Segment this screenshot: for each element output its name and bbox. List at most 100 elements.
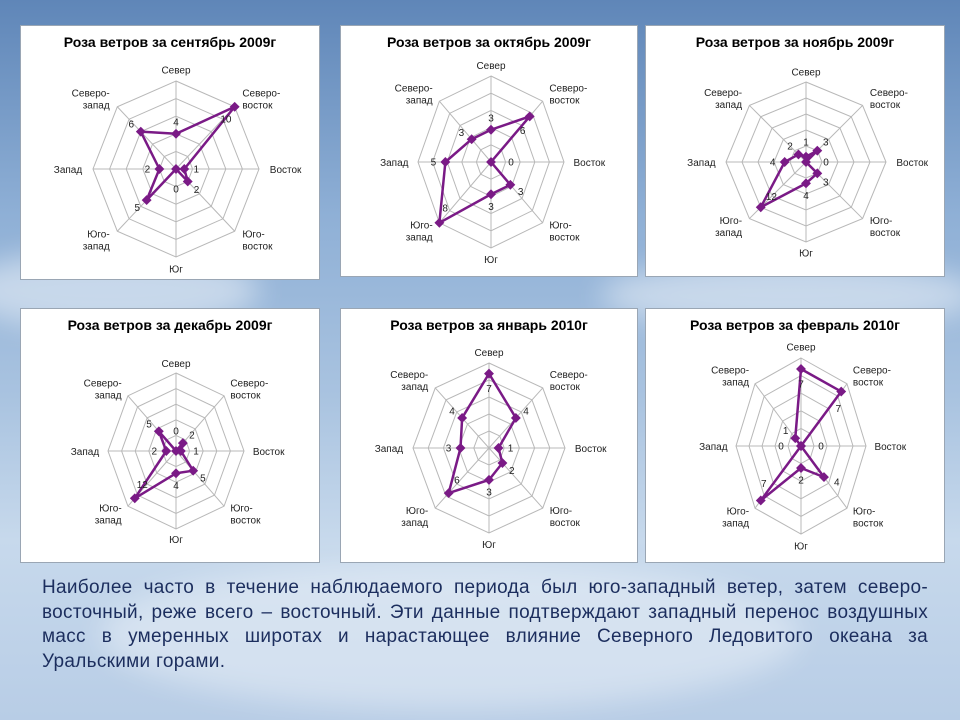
data-label: 7 — [798, 380, 804, 391]
wind-rose-chart: Роза ветров за октябрь 2009г Север Северо-… — [340, 25, 638, 277]
data-label: 0 — [508, 158, 514, 169]
chart-title: Роза ветров за декабрь 2009г — [67, 317, 273, 333]
data-point — [486, 124, 496, 135]
wind-rose-chart: Роза ветров за декабрь 2009г Север Северо-… — [20, 308, 320, 563]
data-label: 5 — [200, 473, 206, 484]
data-point — [801, 178, 811, 189]
category-label: Юго-запад — [401, 506, 428, 529]
category-label: Восток — [253, 447, 285, 458]
data-point — [796, 441, 806, 451]
data-label: 7 — [835, 404, 841, 415]
data-label: 6 — [520, 126, 526, 137]
data-point — [182, 176, 193, 187]
category-label: Северо-восток — [549, 83, 587, 106]
category-label: Северо-восток — [550, 370, 588, 393]
category-label: Юго-запад — [722, 506, 749, 529]
data-point — [171, 468, 181, 479]
data-label: 6 — [454, 476, 460, 487]
grid-spoke — [116, 106, 177, 170]
data-point — [790, 433, 801, 444]
data-label: 12 — [137, 480, 149, 491]
data-label: 8 — [442, 203, 448, 214]
data-label: 4 — [173, 117, 179, 128]
wind-rose-chart: Роза ветров за февраль 2010г Север Северо-… — [645, 308, 945, 563]
category-label: Запад — [54, 165, 83, 176]
data-point — [486, 157, 496, 167]
category-label: Северо-запад — [711, 366, 749, 389]
category-label: Запад — [699, 442, 728, 453]
data-point — [801, 151, 811, 162]
data-label: 0 — [818, 442, 824, 453]
category-label: Северо-запад — [390, 370, 428, 393]
category-label: Восток — [896, 158, 928, 169]
grid-spoke — [439, 100, 492, 163]
data-point — [796, 463, 806, 473]
category-label: Восток — [270, 165, 302, 176]
category-label: Запад — [687, 158, 716, 169]
category-label: Юго-запад — [715, 216, 742, 239]
data-label: 0 — [173, 185, 179, 196]
data-label: 3 — [446, 444, 452, 455]
data-label: 0 — [823, 158, 829, 169]
data-label: 4 — [449, 407, 455, 418]
category-label: Северо-запад — [84, 379, 122, 402]
data-point — [779, 157, 790, 167]
data-point — [177, 438, 188, 449]
radar-plot: Север Северо-восток Восток Юго-восток Юг Юго-… — [380, 61, 606, 266]
category-label: Северо-восток — [230, 379, 268, 402]
cloud — [100, 560, 800, 710]
data-point — [486, 189, 496, 200]
data-point — [455, 443, 466, 453]
category-label: Юго-восток — [853, 506, 884, 529]
data-point — [497, 458, 508, 468]
data-label: 7 — [486, 384, 492, 395]
chart-title: Роза ветров за октябрь 2009г — [387, 34, 591, 50]
category-label: Северо-восток — [242, 89, 280, 112]
grid-spoke — [175, 450, 225, 507]
data-point — [161, 446, 172, 456]
data-label: 0 — [173, 427, 179, 438]
category-label: Север — [161, 359, 191, 370]
data-point — [179, 164, 190, 174]
grid-spoke — [434, 447, 490, 509]
data-label: 5 — [431, 158, 437, 169]
radar-plot: Север Северо-восток Восток Юго-восток Юг Юго-… — [71, 359, 285, 546]
category-label: Юго-восток — [549, 221, 580, 244]
data-label: 4 — [834, 477, 840, 488]
category-label: Юг — [169, 535, 183, 546]
data-point — [171, 164, 181, 174]
data-label: 1 — [803, 138, 809, 149]
data-point — [510, 412, 521, 423]
data-label: 7 — [761, 479, 767, 490]
data-label: 3 — [459, 128, 465, 139]
data-label: 4 — [523, 407, 529, 418]
data-point — [440, 157, 451, 167]
radar-plot: Север Северо-восток Восток Юго-восток Юг Юго-… — [699, 343, 907, 553]
data-label: 2 — [189, 431, 195, 442]
data-point — [175, 446, 186, 456]
category-label: Юго-восток — [550, 506, 581, 529]
grid-spoke — [439, 161, 492, 224]
data-point — [171, 128, 181, 139]
data-point — [135, 126, 146, 137]
data-point — [796, 364, 806, 374]
category-label: Север — [786, 343, 816, 354]
chart-title: Роза ветров за ноябрь 2009г — [695, 34, 895, 50]
category-label: Юго-восток — [230, 503, 261, 526]
chart-title: Роза ветров за сентябрь 2009г — [63, 34, 277, 50]
data-label: 3 — [518, 187, 524, 198]
data-point — [466, 134, 477, 145]
category-label: Запад — [375, 444, 404, 455]
category-label: Юго-запад — [406, 221, 433, 244]
category-label: Север — [161, 66, 191, 77]
category-label: Северо-запад — [395, 83, 433, 106]
data-point — [434, 217, 445, 228]
radar-plot: Север Северо-восток Восток Юго-восток Юг Юго-… — [54, 66, 302, 276]
data-point — [493, 443, 504, 453]
radar-plot: Север Северо-восток Восток Юго-восток Юг Юго-… — [375, 348, 607, 551]
wind-rose-chart: Роза ветров за сентябрь 2009г Север Северо… — [20, 25, 320, 280]
category-label: Восток — [573, 158, 605, 169]
data-label: 2 — [509, 466, 515, 477]
data-point — [141, 195, 152, 206]
data-label: 5 — [146, 420, 152, 431]
